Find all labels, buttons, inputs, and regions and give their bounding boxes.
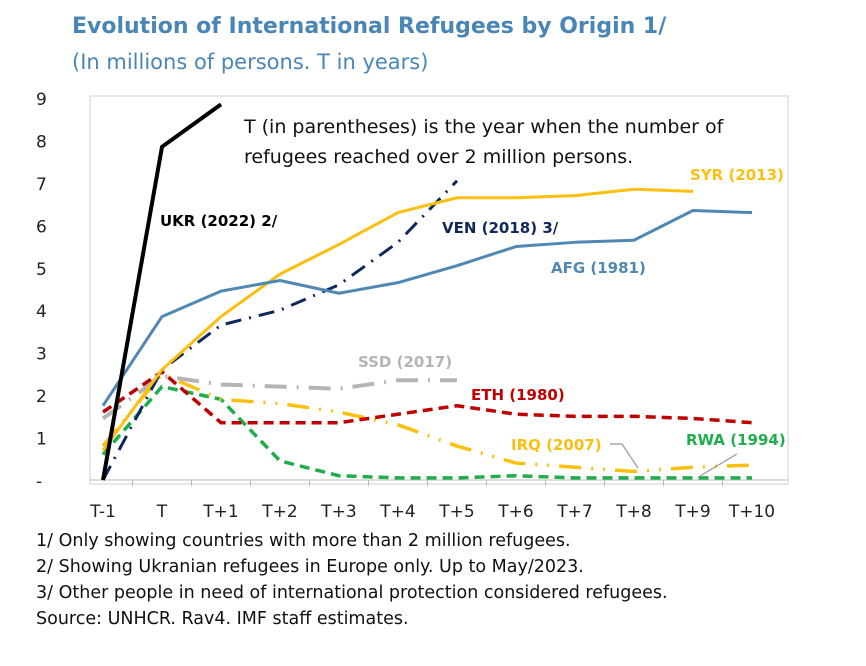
series-line-afg (101, 208, 753, 407)
annotation-line-1: T (in parentheses) is the year when the … (243, 116, 725, 138)
x-tick-label: T+3 (320, 502, 356, 520)
label-irq: IRQ (2007) (511, 436, 602, 454)
x-tick-label: T-1 (89, 502, 116, 520)
y-tick-label: - (36, 472, 42, 492)
irq-leader-line (610, 443, 639, 469)
chart-title: Evolution of International Refugees by O… (72, 14, 667, 39)
line-chart: - 1 2 3 4 5 6 7 8 9 T-1 T T+1 T+2 T+3 T+4 T+5 T+6 T+7 T+8 T+… (36, 90, 789, 520)
x-tick-label: T+2 (261, 502, 297, 520)
footnote-1: 1/ Only showing countries with more than… (36, 531, 571, 551)
y-tick-label: 2 (36, 387, 47, 407)
x-tick-label: T+9 (674, 502, 710, 520)
source-note: Source: UNHCR. Rav4. IMF staff estimates… (36, 609, 409, 629)
series-line-ssd (101, 374, 457, 421)
x-tick-label: T+1 (202, 502, 238, 520)
footnote-3: 3/ Other people in need of international… (36, 583, 668, 603)
x-tick-label: T (156, 502, 168, 520)
x-tick-label: T+10 (728, 502, 775, 520)
series-line-ven (101, 179, 459, 481)
y-tick-label: 6 (36, 217, 47, 237)
y-tick-label: 3 (36, 345, 47, 365)
x-tick-label: T+4 (379, 502, 415, 520)
series-line-irq (101, 372, 753, 474)
y-tick-label: 7 (36, 175, 47, 195)
y-tick-label: 4 (36, 302, 47, 322)
label-syr: SYR (2013) (690, 166, 784, 184)
footnote-2: 2/ Showing Ukranian refugees in Europe o… (36, 557, 584, 577)
series-line-rwa (101, 384, 752, 480)
footnotes: 1/ Only showing countries with more than… (36, 528, 668, 632)
label-afg: AFG (1981) (551, 259, 646, 277)
x-tick-label: T+8 (615, 502, 651, 520)
series-line-ukr (101, 102, 223, 481)
plot-border (89, 95, 789, 485)
x-tick-label: T+6 (497, 502, 533, 520)
x-tick-label: T+7 (556, 502, 592, 520)
y-tick-label: 8 (36, 132, 47, 152)
x-tick-label: T+5 (438, 502, 474, 520)
series-line-syr (101, 187, 694, 452)
y-tick-label: 1 (36, 430, 47, 450)
y-tick-label: 9 (36, 90, 47, 110)
series-line-eth (102, 370, 753, 425)
label-rwa: RWA (1994) (686, 431, 786, 449)
chart-subtitle: (In millions of persons. T in years) (72, 50, 429, 74)
y-tick-label: 5 (36, 260, 47, 280)
rwa-leader-line (699, 453, 738, 477)
label-ven: VEN (2018) 3/ (442, 219, 559, 237)
label-eth: ETH (1980) (471, 386, 565, 404)
annotation-line-2: refugees reached over 2 million persons. (244, 146, 633, 168)
label-ssd: SSD (2017) (358, 353, 452, 371)
label-ukr: UKR (2022) 2/ (160, 212, 278, 230)
